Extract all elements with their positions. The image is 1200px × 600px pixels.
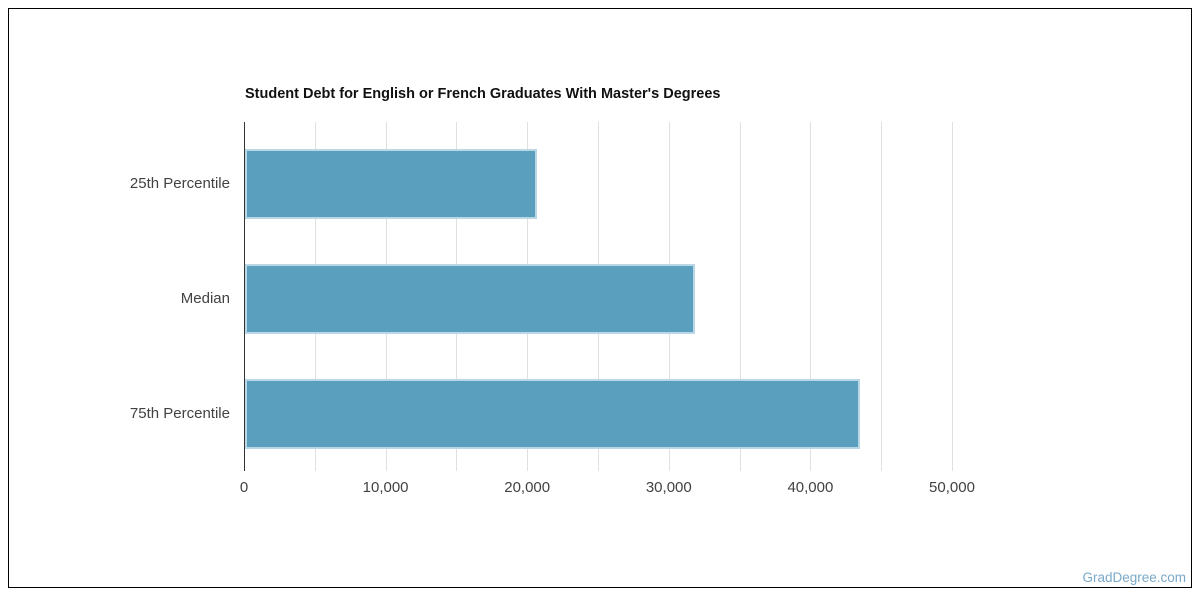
x-axis-tick-label: 50,000 <box>929 479 975 496</box>
y-axis-label: Median <box>180 290 230 307</box>
watermark-link[interactable]: GradDegree.com <box>1082 570 1186 585</box>
x-axis-tick-label: 40,000 <box>787 479 834 496</box>
y-axis-label: 75th Percentile <box>129 405 230 422</box>
bar-25th-percentile[interactable] <box>245 149 537 219</box>
x-axis-tick-label: 10,000 <box>362 479 409 496</box>
chart-title: Student Debt for English or French Gradu… <box>245 86 721 102</box>
bar-median[interactable] <box>245 264 695 334</box>
x-axis-tick-label: 20,000 <box>504 479 551 496</box>
bar-75th-percentile[interactable] <box>245 379 860 449</box>
gridline <box>952 122 953 471</box>
y-axis-label: 25th Percentile <box>129 175 230 192</box>
y-axis-line <box>244 122 245 471</box>
gridline <box>881 122 883 471</box>
gridline <box>810 122 812 471</box>
x-axis-tick-label: 30,000 <box>645 479 692 496</box>
gridline <box>739 122 741 471</box>
x-axis-tick-label: 0 <box>239 479 249 496</box>
